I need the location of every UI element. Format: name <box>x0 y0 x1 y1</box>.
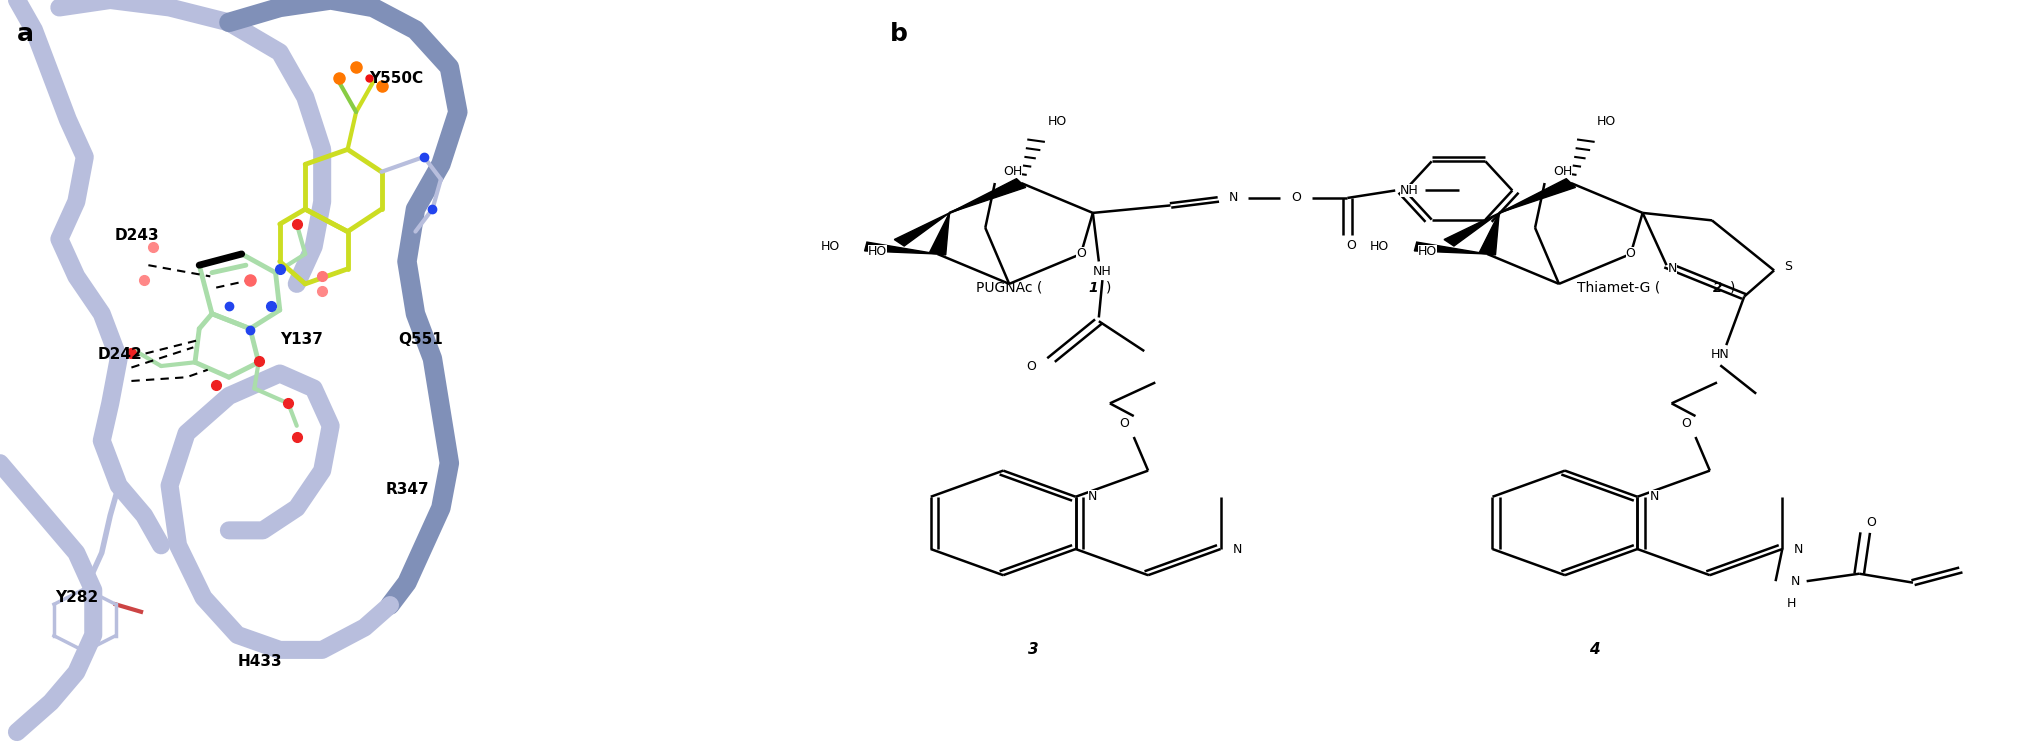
Polygon shape <box>864 242 938 254</box>
Text: HN: HN <box>1710 348 1730 362</box>
Text: Y282: Y282 <box>55 590 98 605</box>
Text: D242: D242 <box>98 347 143 362</box>
Text: HO: HO <box>821 240 840 253</box>
Text: S: S <box>1784 260 1792 273</box>
Text: N: N <box>1792 574 1800 588</box>
Text: Q551: Q551 <box>398 332 443 347</box>
Text: N: N <box>1087 490 1097 503</box>
Text: O: O <box>1346 238 1357 252</box>
Text: 3: 3 <box>1028 642 1038 657</box>
Text: N: N <box>1232 542 1242 556</box>
Text: NH: NH <box>1399 184 1420 197</box>
Text: O: O <box>1681 417 1692 430</box>
Text: O: O <box>1120 417 1130 430</box>
Text: O: O <box>1865 516 1875 530</box>
Text: N: N <box>1230 191 1238 205</box>
Polygon shape <box>1444 213 1500 246</box>
Text: OH: OH <box>1553 165 1573 179</box>
Text: ): ) <box>1730 281 1735 294</box>
Text: PUGNAc (: PUGNAc ( <box>977 281 1042 294</box>
Text: Y137: Y137 <box>280 332 323 347</box>
Text: HO: HO <box>868 245 887 258</box>
Text: H433: H433 <box>237 654 282 669</box>
Text: D243: D243 <box>114 228 159 243</box>
Text: O: O <box>1077 247 1085 261</box>
Text: N: N <box>1667 262 1677 276</box>
Text: O: O <box>1291 191 1301 205</box>
Polygon shape <box>895 213 950 246</box>
Polygon shape <box>930 213 950 255</box>
Text: NH: NH <box>1093 264 1111 278</box>
Text: N: N <box>1794 542 1804 556</box>
Text: 1: 1 <box>1089 281 1097 294</box>
Text: HO: HO <box>1418 245 1436 258</box>
Text: ): ) <box>1105 281 1111 294</box>
Text: HO: HO <box>1371 240 1389 253</box>
Polygon shape <box>1500 179 1575 213</box>
Text: H: H <box>1786 597 1796 610</box>
Text: Thiamet-G (: Thiamet-G ( <box>1577 281 1661 294</box>
Text: O: O <box>1626 247 1636 261</box>
Text: 2: 2 <box>1714 281 1722 294</box>
Text: O: O <box>1026 359 1036 373</box>
Polygon shape <box>1414 242 1487 254</box>
Text: Y550C: Y550C <box>370 71 423 86</box>
Text: b: b <box>889 22 907 46</box>
Text: OH: OH <box>1003 165 1022 179</box>
Polygon shape <box>950 179 1026 213</box>
Text: N: N <box>1649 490 1659 503</box>
Text: R347: R347 <box>386 482 429 497</box>
Text: a: a <box>16 22 35 46</box>
Text: HO: HO <box>1048 115 1066 128</box>
Text: 4: 4 <box>1589 642 1600 657</box>
Polygon shape <box>1479 213 1500 255</box>
Text: HO: HO <box>1598 115 1616 128</box>
